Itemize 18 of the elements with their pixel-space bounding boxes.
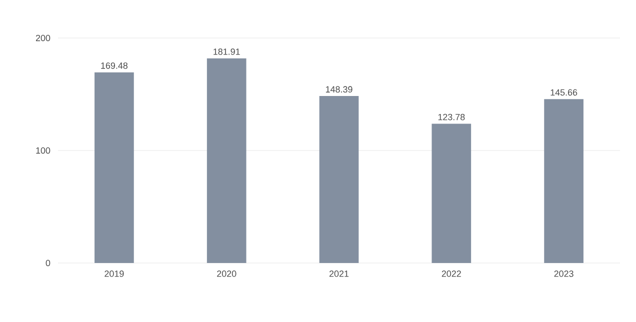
bar [544, 99, 584, 263]
x-tick-label: 2022 [442, 270, 461, 277]
data-label: 181.91 [214, 48, 240, 55]
y-tick-label: 100 [36, 147, 50, 154]
x-tick-label: 2019 [104, 270, 124, 277]
y-tick-label: 0 [46, 260, 50, 266]
data-label: 148.39 [326, 86, 352, 93]
data-label: 169.48 [101, 62, 128, 69]
data-label: 123.78 [438, 114, 465, 120]
x-tick-label: 2023 [554, 270, 574, 277]
x-tick-label: 2021 [329, 270, 349, 277]
data-label: 145.66 [550, 89, 578, 96]
bar [432, 124, 472, 263]
bar [319, 96, 359, 263]
x-tick-label: 2020 [217, 270, 236, 277]
bar [206, 58, 246, 263]
bar [94, 72, 134, 263]
y-tick-label: 200 [36, 34, 50, 42]
